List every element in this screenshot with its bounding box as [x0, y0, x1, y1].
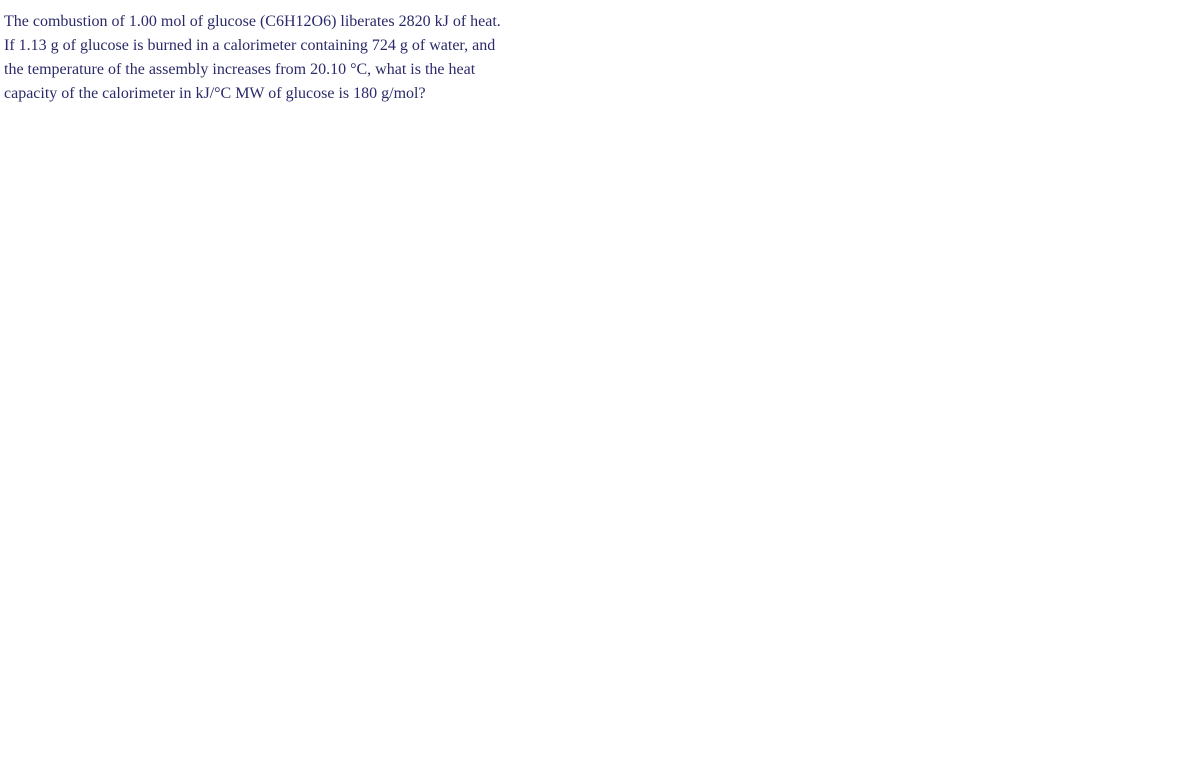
question-text: The combustion of 1.00 mol of glucose (C…	[4, 10, 506, 106]
question-container: The combustion of 1.00 mol of glucose (C…	[0, 0, 510, 116]
